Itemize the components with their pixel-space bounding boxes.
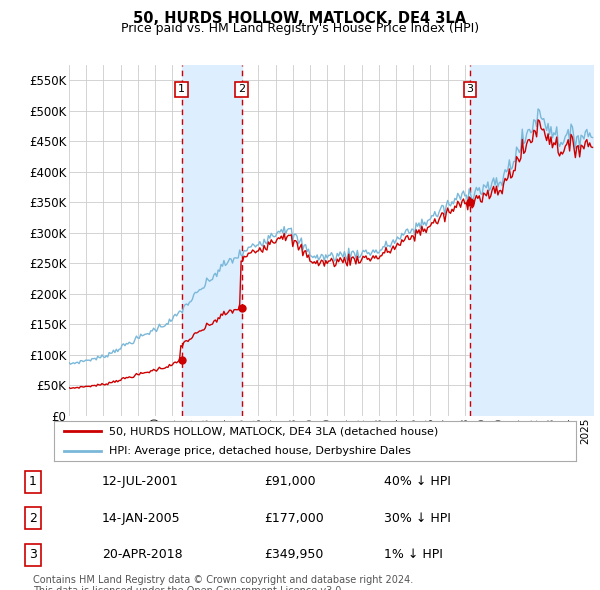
Text: 14-JAN-2005: 14-JAN-2005 bbox=[102, 512, 181, 525]
Text: 2: 2 bbox=[238, 84, 245, 94]
Text: £177,000: £177,000 bbox=[264, 512, 324, 525]
Text: 12-JUL-2001: 12-JUL-2001 bbox=[102, 475, 179, 489]
Text: 40% ↓ HPI: 40% ↓ HPI bbox=[384, 475, 451, 489]
Text: 20-APR-2018: 20-APR-2018 bbox=[102, 548, 182, 562]
Text: Contains HM Land Registry data © Crown copyright and database right 2024.
This d: Contains HM Land Registry data © Crown c… bbox=[33, 575, 413, 590]
Text: 30% ↓ HPI: 30% ↓ HPI bbox=[384, 512, 451, 525]
Bar bbox=[182, 65, 242, 416]
Text: £91,000: £91,000 bbox=[264, 475, 316, 489]
Text: 3: 3 bbox=[467, 84, 473, 94]
Text: 2: 2 bbox=[29, 512, 37, 525]
Text: HPI: Average price, detached house, Derbyshire Dales: HPI: Average price, detached house, Derb… bbox=[109, 447, 410, 456]
Text: 50, HURDS HOLLOW, MATLOCK, DE4 3LA: 50, HURDS HOLLOW, MATLOCK, DE4 3LA bbox=[133, 11, 467, 25]
Text: 1: 1 bbox=[178, 84, 185, 94]
Text: 1% ↓ HPI: 1% ↓ HPI bbox=[384, 548, 443, 562]
Text: 3: 3 bbox=[29, 548, 37, 562]
Text: 1: 1 bbox=[29, 475, 37, 489]
Text: 50, HURDS HOLLOW, MATLOCK, DE4 3LA (detached house): 50, HURDS HOLLOW, MATLOCK, DE4 3LA (deta… bbox=[109, 427, 438, 436]
Text: £349,950: £349,950 bbox=[264, 548, 323, 562]
Text: Price paid vs. HM Land Registry's House Price Index (HPI): Price paid vs. HM Land Registry's House … bbox=[121, 22, 479, 35]
Bar bbox=[470, 65, 594, 416]
